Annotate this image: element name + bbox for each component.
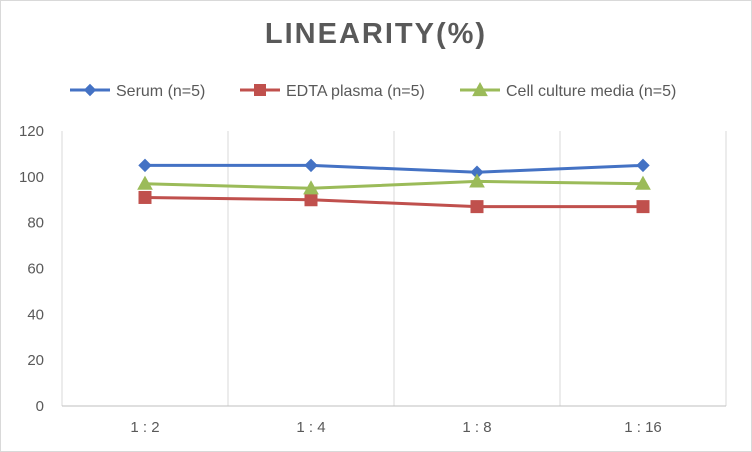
x-tick-label: 1 : 2: [130, 419, 159, 436]
legend-label: Cell culture media (n=5): [506, 83, 676, 100]
x-tick-label: 1 : 4: [296, 419, 325, 436]
data-point-marker: [469, 173, 485, 188]
x-tick-label: 1 : 16: [624, 419, 662, 436]
y-tick-label: 80: [27, 215, 44, 232]
data-point-marker: [138, 158, 152, 173]
legend-swatch-marker: [472, 81, 488, 97]
data-point-marker: [303, 180, 319, 195]
data-point-marker: [304, 193, 318, 207]
y-tick-label: 40: [27, 306, 44, 323]
data-point-marker: [137, 175, 153, 190]
data-point-marker: [304, 158, 318, 173]
series-line: [145, 163, 644, 174]
series-line: [144, 179, 644, 190]
data-point-marker: [470, 200, 484, 214]
data-point-marker: [635, 175, 651, 190]
data-point-marker: [636, 200, 650, 214]
y-tick-label: 120: [19, 123, 44, 140]
data-point-marker: [636, 158, 650, 173]
chart-title: LINEARITY(%): [264, 18, 488, 50]
y-tick-label: 100: [19, 169, 44, 186]
series-line: [144, 195, 643, 209]
legend-label: Serum (n=5): [116, 83, 205, 100]
data-point-marker: [138, 190, 152, 204]
y-tick-label: 60: [27, 261, 44, 278]
legend-swatch-marker: [254, 84, 266, 96]
y-tick-label: 0: [36, 398, 44, 415]
x-tick-label: 1 : 8: [462, 419, 491, 436]
legend-label: EDTA plasma (n=5): [286, 83, 425, 100]
y-tick-label: 20: [27, 352, 44, 369]
legend-swatch-marker: [83, 83, 97, 97]
